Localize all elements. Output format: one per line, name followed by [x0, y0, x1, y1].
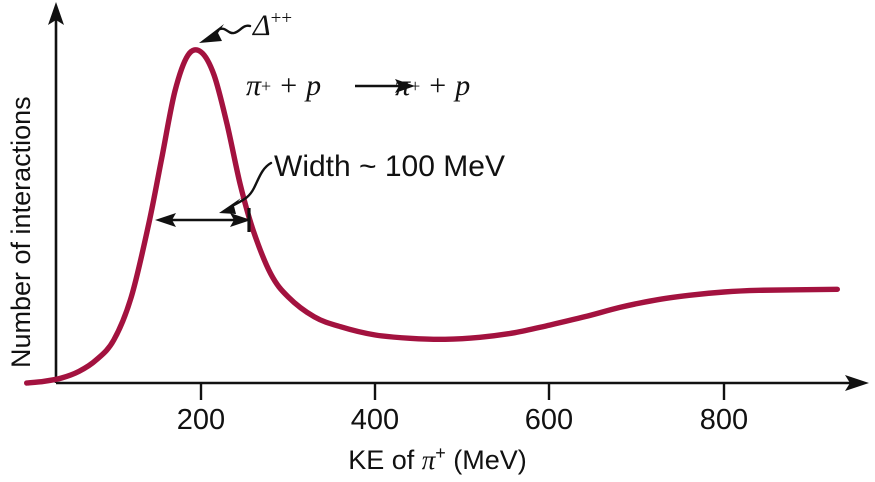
resonance-curve [24, 47, 840, 386]
delta-resonance-label: Δ++ [253, 8, 292, 43]
x-axis-title-unit: (MeV) [445, 445, 527, 475]
delta-leader-arrowhead [199, 24, 224, 43]
eq-left-pion-charge: + [261, 75, 272, 96]
reaction-equation: π + + p π + + p [246, 69, 470, 103]
delta-symbol: Δ [253, 9, 271, 42]
width-arrow-right-head [230, 213, 251, 227]
delta-superscript: ++ [270, 8, 293, 29]
eq-left-pion: π [246, 69, 262, 102]
x-axis-title-superscript: + [435, 443, 446, 463]
x-axis-title: KE of π+ (MeV) [0, 443, 875, 476]
width-leader-arrowhead [219, 198, 241, 214]
x-tick-label-200: 200 [176, 404, 226, 436]
x-axis-title-pi: π [421, 445, 436, 475]
eq-right-pion: π [395, 69, 411, 102]
x-axis-title-text: KE of [348, 445, 422, 475]
y-axis-arrowhead [48, 2, 64, 25]
eq-right-plus: + [429, 69, 447, 102]
reaction-arrow-head [395, 79, 415, 93]
eq-arrow-spacer [321, 86, 395, 87]
width-leader-line [232, 161, 273, 207]
x-tick-label-400: 400 [350, 404, 400, 436]
width-arrow-left-head [155, 213, 176, 227]
delta-leader-line [218, 24, 252, 35]
x-tick-label-800: 800 [699, 404, 749, 436]
width-annotation-label: Width ~ 100 MeV [274, 150, 505, 183]
eq-right-proton: p [455, 69, 471, 102]
y-axis-title: Number of interactions [6, 96, 36, 368]
eq-left-proton: p [306, 69, 322, 102]
eq-right-pion-charge: + [410, 75, 421, 96]
eq-left-plus: + [280, 69, 298, 102]
x-tick-label-600: 600 [524, 404, 574, 436]
x-axis-arrowhead [845, 375, 869, 391]
